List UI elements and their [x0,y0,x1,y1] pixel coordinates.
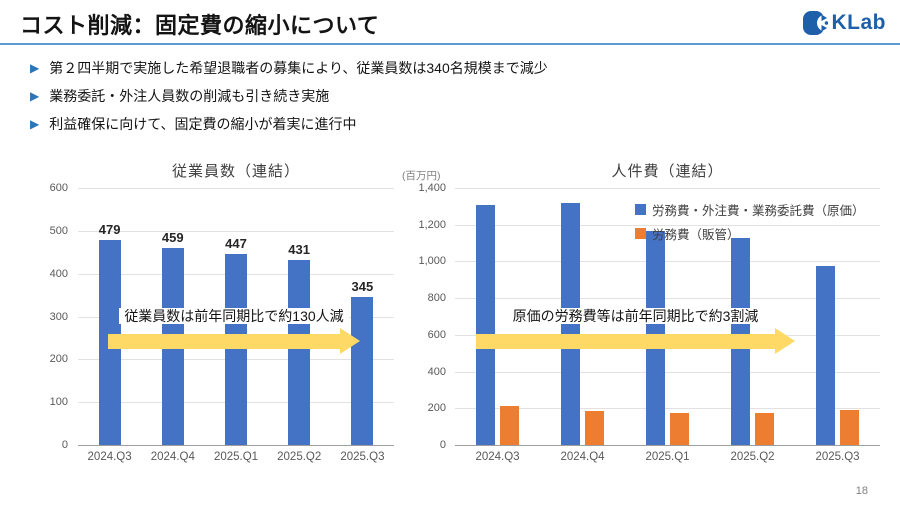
x-tick-label: 2025.Q1 [213,451,259,463]
legend-label: 労務費・外注費・業務委託費（原価） [652,204,865,218]
bar [816,266,835,445]
bar-value-label: 447 [225,235,247,251]
annotation: 原価の労務費等は前年同期比で約3割減 [476,306,795,354]
y-axis: 600 500 400 300 200 100 0 [42,182,72,451]
gridline [455,298,880,300]
gridline [455,371,880,373]
x-tick-label: 2025.Q3 [340,451,385,463]
y-axis-unit-label: (百万円) [402,170,441,182]
gridline [455,188,880,189]
bullet-text: 第２四半期で実施した希望退職者の募集により、従業員数は340名規模まで減少 [49,60,548,76]
bar-value-label: 479 [98,221,121,237]
x-tick-label: 2025.Q3 [815,451,860,463]
personnel-cost-chart: (百万円) 人件費（連結） 1,400 1,200 1,000 800 600 400 20… [400,158,890,494]
gridline [78,188,394,189]
bar [224,253,247,445]
y-tick-label: 500 [49,224,68,237]
bar-group [476,188,519,445]
y-tick-label: 0 [61,439,68,451]
arrow-head [340,328,360,354]
x-axis-line [455,445,880,446]
bullet-text: 業務委託・外注人員数の削減も引き続き実施 [49,88,330,104]
gridline [455,224,880,226]
page-number: 18 [855,485,868,497]
bullet-item: ▶ 業務委託・外注人員数の削減も引き続き実施 [30,86,870,106]
x-tick-label: 2025.Q2 [277,451,322,463]
x-axis: 2024.Q3 2024.Q4 2025.Q1 2025.Q2 2025.Q3 [455,451,880,463]
bar [476,204,495,445]
plot-area: 479 459 447 431 345 従業員数は前年同期比で約130人減 [78,188,394,446]
bullet-list: ▶ 第２四半期で実施した希望退職者の募集により、従業員数は340名規模まで減少 … [30,58,870,142]
y-tick-label: 100 [49,396,68,409]
arrow-shaft [476,333,775,349]
bar-value-label: 345 [351,279,374,295]
plot-area: 労務費・外注費・業務委託費（原価） 労務費（販管） 原価の労務費等は前年同期比で約… [455,188,880,446]
bar-group: 447 [224,188,247,445]
gridline [455,408,880,410]
annotation: 従業員数は前年同期比で約130人減 [108,306,360,354]
bar [840,409,859,445]
gridline [78,230,394,232]
triangle-bullet-icon: ▶ [30,89,40,103]
right-arrow-icon [476,328,795,354]
bar-group: 431 [288,188,311,445]
legend-item: 労務費（販管） [635,224,865,243]
bar [755,413,774,445]
annotation-text: 原価の労務費等は前年同期比で約3割減 [476,306,795,326]
x-axis: 2024.Q3 2024.Q4 2025.Q1 2025.Q2 2025.Q3 [78,451,394,463]
y-tick-label: 1,200 [418,218,446,231]
klab-logo-icon [802,10,828,36]
y-tick-label: 600 [49,182,68,194]
bar-value-label: 431 [288,242,311,258]
header-divider [0,43,900,45]
klab-logo: KLab [802,10,887,36]
y-tick-label: 600 [427,328,446,341]
triangle-bullet-icon: ▶ [30,117,40,131]
arrow-shaft [108,333,340,349]
annotation-text: 従業員数は前年同期比で約130人減 [108,306,360,326]
x-tick-label: 2024.Q3 [475,451,520,463]
x-tick-label: 2024.Q3 [87,451,132,463]
x-tick-label: 2024.Q4 [560,451,605,463]
x-tick-label: 2024.Q4 [150,451,195,463]
chart-title: 人件費（連結） [611,163,724,180]
gridline [455,261,880,263]
legend-swatch [635,228,646,239]
y-tick-label: 300 [49,310,68,323]
chart-title: 従業員数（連結） [171,163,300,180]
y-tick-label: 1,400 [418,182,446,194]
bullet-text: 利益確保に向けて、固定費の縮小が着実に進行中 [49,116,357,132]
y-tick-label: 200 [49,353,68,366]
y-tick-label: 400 [427,365,446,378]
bullet-item: ▶ 利益確保に向けて、固定費の縮小が着実に進行中 [30,114,870,134]
klab-logo-text: KLab [831,11,886,34]
page-title: コスト削減：固定費の縮小について [20,13,380,38]
right-arrow-icon [108,328,360,354]
bar-value-label: 459 [161,230,184,246]
bar [288,260,311,445]
x-axis-line [78,445,394,446]
y-tick-label: 800 [427,292,446,305]
chart-legend: 労務費・外注費・業務委託費（原価） 労務費（販管） [635,200,865,248]
y-tick-label: 200 [427,402,446,415]
arrow-head [775,328,795,354]
employees-chart: 従業員数（連結） 600 500 400 300 200 100 0 479 459 447 43… [42,158,402,494]
bar-group [816,188,859,445]
x-tick-label: 2025.Q1 [645,451,690,463]
bar [670,412,689,445]
bar [500,405,519,445]
y-tick-label: 0 [439,439,446,451]
y-tick-label: 1,000 [418,255,446,268]
bullet-item: ▶ 第２四半期で実施した希望退職者の募集により、従業員数は340名規模まで減少 [30,58,870,78]
triangle-bullet-icon: ▶ [30,61,40,75]
x-tick-label: 2025.Q2 [730,451,775,463]
legend-swatch [635,204,646,215]
y-axis: 1,400 1,200 1,000 800 600 400 200 0 [406,182,450,451]
legend-item: 労務費・外注費・業務委託費（原価） [635,200,865,219]
legend-label: 労務費（販管） [652,228,740,242]
y-tick-label: 400 [49,267,68,280]
bar [585,411,604,445]
